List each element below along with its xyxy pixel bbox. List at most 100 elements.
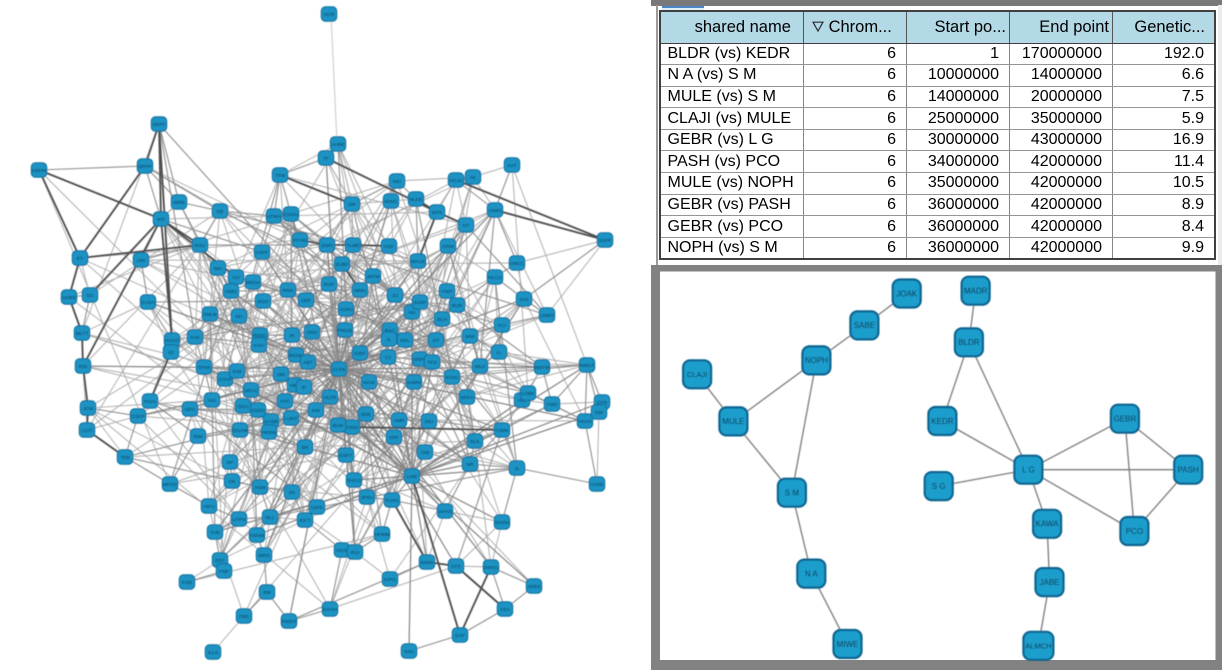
- svg-text:LOBK: LOBK: [521, 391, 535, 397]
- svg-text:NDL: NDL: [400, 338, 410, 344]
- svg-text:FNP: FNP: [219, 569, 229, 575]
- svg-text:FWP: FWP: [442, 289, 453, 295]
- svg-text:LMMT: LMMT: [540, 313, 554, 319]
- svg-text:FJ: FJ: [385, 355, 391, 361]
- svg-text:L G: L G: [1022, 466, 1035, 475]
- svg-text:ERF: ERF: [389, 435, 399, 441]
- svg-text:AARE: AARE: [590, 482, 604, 488]
- svg-text:OW: OW: [421, 450, 430, 456]
- svg-text:EB: EB: [217, 209, 224, 215]
- svg-text:PWDO: PWDO: [281, 619, 296, 625]
- svg-text:SUBF: SUBF: [335, 262, 348, 268]
- svg-text:BLH: BLH: [437, 317, 447, 323]
- svg-text:RRN: RRN: [283, 288, 294, 294]
- svg-text:CPS: CPS: [597, 400, 608, 406]
- svg-text:KOIU: KOIU: [446, 375, 458, 381]
- svg-text:JABE: JABE: [1039, 578, 1059, 587]
- svg-text:IFR: IFR: [157, 217, 165, 223]
- svg-text:WW: WW: [465, 334, 475, 340]
- svg-text:FDJ: FDJ: [501, 607, 511, 613]
- svg-text:DC: DC: [86, 293, 94, 299]
- svg-text:HICN: HICN: [336, 548, 348, 554]
- svg-text:URI: URI: [137, 258, 145, 264]
- svg-text:EDDC: EDDC: [251, 408, 265, 414]
- svg-text:OGAM: OGAM: [233, 428, 248, 434]
- svg-text:NH: NH: [235, 314, 243, 320]
- svg-text:CFE: CFE: [451, 564, 462, 570]
- svg-text:TPHK: TPHK: [197, 365, 211, 371]
- svg-text:WRB: WRB: [173, 200, 184, 206]
- svg-text:UDF: UDF: [301, 298, 311, 304]
- svg-text:KKW: KKW: [363, 380, 375, 386]
- svg-text:DIU: DIU: [425, 419, 434, 425]
- svg-text:UELC: UELC: [244, 388, 258, 394]
- svg-text:MWG: MWG: [385, 199, 398, 205]
- svg-text:HFWM: HFWM: [374, 532, 389, 538]
- svg-text:EOAH: EOAH: [323, 607, 337, 613]
- svg-text:GRM: GRM: [442, 244, 453, 250]
- svg-text:WEFW: WEFW: [534, 365, 550, 371]
- svg-text:AAT: AAT: [507, 163, 516, 169]
- svg-text:OSIS: OSIS: [346, 425, 358, 431]
- svg-text:HUGO: HUGO: [165, 338, 180, 344]
- svg-text:SABE: SABE: [854, 321, 875, 330]
- svg-text:JOAK: JOAK: [896, 289, 918, 298]
- svg-text:KOU: KOU: [195, 243, 206, 249]
- svg-text:UUBS: UUBS: [62, 295, 76, 301]
- svg-text:AEBS: AEBS: [527, 584, 541, 590]
- svg-text:NI: NI: [471, 175, 476, 181]
- svg-text:EIBP: EIBP: [354, 351, 365, 357]
- svg-text:BM: BM: [263, 590, 270, 596]
- svg-text:NP: NP: [227, 460, 234, 466]
- svg-text:ESFT: ESFT: [340, 453, 353, 459]
- svg-text:UIFS: UIFS: [311, 505, 323, 511]
- svg-text:HU: HU: [408, 310, 416, 316]
- svg-text:EBI: EBI: [595, 410, 603, 416]
- svg-text:SDE: SDE: [361, 412, 372, 418]
- svg-text:HIC: HIC: [518, 398, 527, 404]
- svg-text:HKN: HKN: [290, 383, 301, 389]
- svg-text:EAP: EAP: [455, 633, 465, 639]
- svg-text:MFOD: MFOD: [163, 482, 178, 488]
- svg-text:NLDE: NLDE: [409, 197, 423, 203]
- svg-text:SRD: SRD: [307, 330, 318, 336]
- svg-text:TAIF: TAIF: [190, 335, 200, 341]
- svg-text:RNLB: RNLB: [203, 312, 216, 318]
- svg-text:BLDR: BLDR: [958, 338, 980, 347]
- svg-text:LL: LL: [496, 350, 502, 356]
- svg-text:IUPG: IUPG: [384, 577, 396, 583]
- svg-text:KAWA: KAWA: [1036, 520, 1060, 529]
- svg-text:KRPO: KRPO: [413, 357, 427, 363]
- svg-text:BLK: BLK: [470, 439, 480, 445]
- svg-text:THD: THD: [210, 530, 221, 536]
- svg-text:ABT: ABT: [303, 360, 313, 366]
- svg-text:IP: IP: [302, 385, 307, 391]
- svg-text:HSNM: HSNM: [250, 533, 264, 539]
- svg-text:CWM: CWM: [496, 428, 508, 434]
- svg-text:UHAS: UHAS: [438, 509, 452, 515]
- svg-text:UNCC: UNCC: [510, 261, 525, 267]
- svg-text:CLAJI: CLAJI: [687, 370, 707, 379]
- svg-text:UTWA: UTWA: [267, 214, 282, 220]
- svg-text:ILLS: ILLS: [208, 650, 219, 656]
- svg-text:AMR: AMR: [394, 418, 405, 424]
- svg-text:MEDA: MEDA: [246, 280, 261, 286]
- svg-text:DM: DM: [277, 372, 285, 378]
- svg-text:OK: OK: [228, 479, 236, 485]
- svg-text:KEDR: KEDR: [931, 417, 953, 426]
- svg-text:KAFI: KAFI: [254, 343, 265, 349]
- svg-text:NFFA: NFFA: [461, 395, 474, 401]
- svg-text:ET: ET: [77, 256, 83, 262]
- svg-text:RUI: RUI: [351, 550, 359, 556]
- svg-text:WRS: WRS: [258, 553, 270, 559]
- svg-text:WTII: WTII: [432, 210, 442, 216]
- svg-text:FPC: FPC: [280, 399, 290, 405]
- svg-text:MULE: MULE: [722, 417, 744, 426]
- svg-text:NWUT: NWUT: [580, 363, 595, 369]
- svg-text:BUR: BUR: [452, 303, 463, 309]
- svg-text:IUWM: IUWM: [407, 380, 421, 386]
- svg-text:HIPU: HIPU: [203, 504, 215, 510]
- svg-text:GPG: GPG: [185, 407, 196, 413]
- svg-text:WSIN: WSIN: [421, 560, 434, 566]
- svg-text:OLTR: OLTR: [324, 395, 337, 401]
